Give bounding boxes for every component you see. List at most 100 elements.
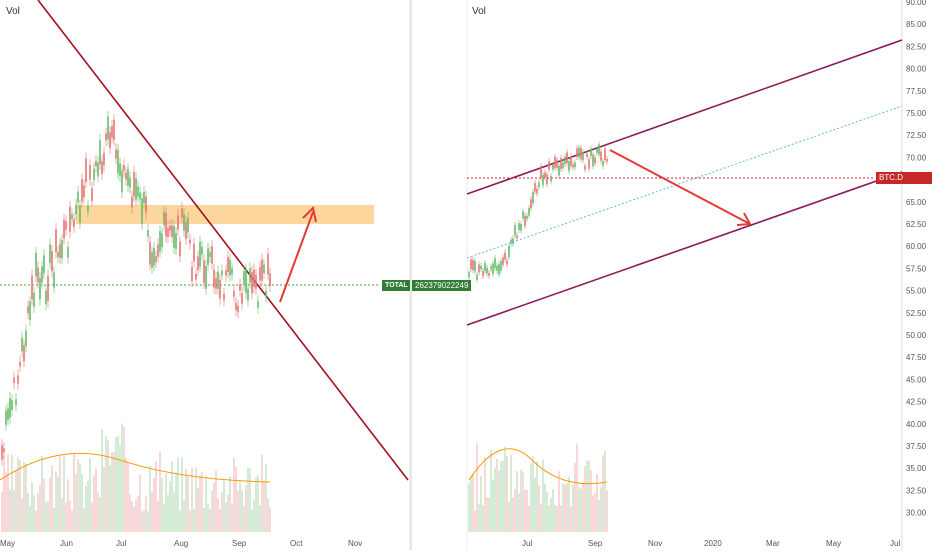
btc-candle-body: [534, 183, 536, 192]
volume-bar: [213, 482, 215, 532]
candle-body: [105, 133, 107, 141]
candle-body: [103, 152, 105, 166]
btc-candle-body: [516, 235, 518, 239]
total-market-cap-chart[interactable]: 4000000000003900000000003800000000003700…: [0, 0, 469, 550]
percent-tick-label: 52.50: [906, 309, 927, 318]
btc-candle-body: [502, 257, 504, 265]
btc-volume-bar: [506, 455, 508, 532]
btc-volume-bar: [482, 505, 484, 532]
candle-body: [69, 206, 71, 232]
panel-divider[interactable]: [410, 0, 412, 550]
volume-bar: [207, 503, 209, 532]
volume-bar: [25, 463, 27, 532]
volume-bar: [83, 508, 85, 532]
btc-candle-body: [530, 199, 532, 209]
btc-volume-bar: [480, 476, 482, 532]
time-tick-label: Jul: [116, 539, 126, 548]
volume-bar: [45, 501, 47, 532]
volume-bar: [149, 465, 151, 532]
btc-volume-bar: [514, 489, 516, 532]
projection-arrow: [279, 205, 317, 303]
candle-body: [191, 267, 193, 282]
candle-body: [155, 256, 157, 263]
candle-body: [261, 259, 263, 281]
candle-body: [269, 273, 271, 287]
candle-body: [249, 268, 251, 283]
candle-body: [73, 219, 75, 228]
volume-bar: [29, 505, 31, 532]
volume-bar: [219, 508, 221, 532]
volume-bar: [227, 494, 229, 532]
candle-body: [183, 214, 185, 231]
candle-body: [129, 177, 131, 188]
btc-candle-body: [578, 147, 580, 158]
candle-body: [257, 301, 259, 308]
btc-volume-bar: [492, 479, 494, 532]
volume-bar: [133, 507, 135, 532]
btc-volume-bar: [510, 454, 512, 532]
volume-bar: [71, 510, 73, 532]
volume-bar: [121, 423, 123, 532]
btc-volume-bar: [544, 483, 546, 532]
btc-candle-body: [506, 260, 508, 265]
volume-bar: [171, 461, 173, 532]
candle-body: [255, 274, 257, 289]
candle-body: [65, 221, 67, 230]
btc-candle-body: [474, 261, 476, 272]
percent-tick-label: 90.00: [906, 0, 927, 7]
btc-volume-bar: [588, 460, 590, 532]
btc-volume-bar: [528, 505, 530, 532]
candle-body: [13, 377, 15, 384]
btc-candle-body: [550, 176, 552, 182]
candle-body: [7, 408, 9, 420]
btc-candle-body: [544, 172, 546, 178]
btc-volume-bar: [498, 470, 500, 532]
btc-candle-body: [562, 162, 564, 168]
candle-body: [15, 399, 17, 406]
volume-bar: [17, 458, 19, 532]
volume-bar: [151, 491, 153, 532]
candle-body: [229, 259, 231, 276]
volume-bar: [35, 510, 37, 532]
volume-bar: [69, 500, 71, 532]
left-chart-panel[interactable]: Vol 400000000000390000000000380000000000…: [0, 0, 472, 550]
percent-tick-label: 37.50: [906, 442, 927, 451]
btc-volume-bar: [486, 497, 488, 532]
volume-bar: [75, 473, 77, 532]
percent-tick-label: 55.00: [906, 287, 927, 296]
btc-candle-body: [580, 147, 582, 160]
candle-body: [23, 345, 25, 362]
candle-body: [263, 264, 265, 274]
volume-bar: [157, 501, 159, 532]
candle-body: [9, 397, 11, 418]
volume-bar: [15, 470, 17, 532]
candle-body: [245, 269, 247, 294]
candle-body: [85, 158, 87, 182]
volume-bar: [181, 457, 183, 532]
candle-body: [99, 140, 101, 165]
candle-body: [55, 228, 57, 253]
percent-tick-label: 30.00: [906, 509, 927, 518]
volume-bar: [257, 475, 259, 532]
btc-dominance-chart[interactable]: 90.00 85.00 82.50 80.00 77.50 75.00 72.50 70.00…: [412, 0, 932, 550]
btc-volume-bar: [546, 492, 548, 532]
btc-candle-body: [492, 263, 494, 275]
right-chart-panel[interactable]: Vol 90.00 85.00 82.50 80.00 77.50 75.00 72.50 7…: [412, 0, 932, 550]
btc-dominance-candles: [468, 141, 608, 283]
candle-body: [175, 233, 177, 250]
time-tick-label: Nov: [348, 539, 362, 548]
candle-body: [115, 149, 117, 159]
volume-bar: [259, 504, 261, 532]
btc-candle-body: [584, 165, 586, 170]
volume-bar: [7, 454, 9, 532]
candle-body: [165, 213, 167, 237]
candle-body: [213, 269, 215, 288]
btc-candle-body: [588, 159, 590, 169]
candle-body: [233, 290, 235, 297]
time-tick-label-right: Jul: [522, 539, 532, 548]
btc-volume-bar: [502, 460, 504, 532]
time-tick-label: May: [0, 539, 15, 548]
total-tag: TOTAL: [382, 280, 411, 291]
btc-candle-body: [472, 259, 474, 270]
volume-bar: [159, 452, 161, 532]
